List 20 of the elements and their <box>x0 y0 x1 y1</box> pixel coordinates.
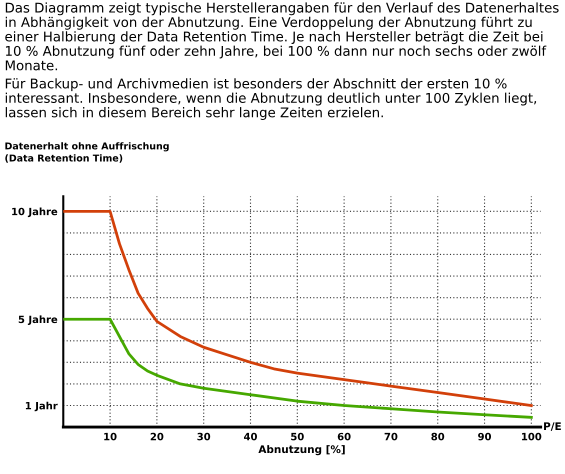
chart-subtitle: Für Backup- und Archivmedien ist besonders der Abschnitt der ersten 10 % interessant. Insbesondere, wenn die Abnutzung deutlich unter 100 Zyklen liegt, lassen sich in diesem Bereich sehr lange Zeiten erzielen. <box>6 78 536 120</box>
line-series <box>63 318 533 419</box>
x-tick-label: 60 <box>338 432 351 440</box>
y-axis-title: Datenerhalt ohne Auffrischung (Data Retention Time) <box>5 142 169 163</box>
text: P/E <box>544 422 561 431</box>
y-tick-label: 5 Jahre <box>18 315 58 326</box>
x-tick-label: 90 <box>478 432 492 440</box>
chart-title: Das Diagramm zeigt typische Herstellerangaben für den Verlauf des Datenerhaltes in Abhängigkeit von der Abnutzung. Eine Verdoppelung der Abnutzung führt zu einer Halbierung der Data Retention Time. Je nach Hersteller beträgt die Zeit bei 10 % Abnutzung fünf oder zehn Jahre, bei 100 % dann nur noch sechs oder zwölf Monate. <box>5 2 559 70</box>
y-tick-label: 10 Jahre <box>12 208 58 218</box>
y-tick-label: 1 Jahr <box>26 402 58 412</box>
x-tick-label: 10 <box>104 432 117 440</box>
x-tick-label: 80 <box>431 432 444 440</box>
x-tick-label: 30 <box>197 432 210 440</box>
x-tick-label: 100 <box>522 432 542 440</box>
x-tick-label: 20 <box>150 432 164 440</box>
x-tick-label: 40 <box>244 432 257 440</box>
x-axis-title: Abnutzung [%] <box>258 445 345 456</box>
x-tick-label: 70 <box>384 432 398 440</box>
line-series <box>63 210 533 407</box>
x-tick-label: 50 <box>291 432 304 440</box>
